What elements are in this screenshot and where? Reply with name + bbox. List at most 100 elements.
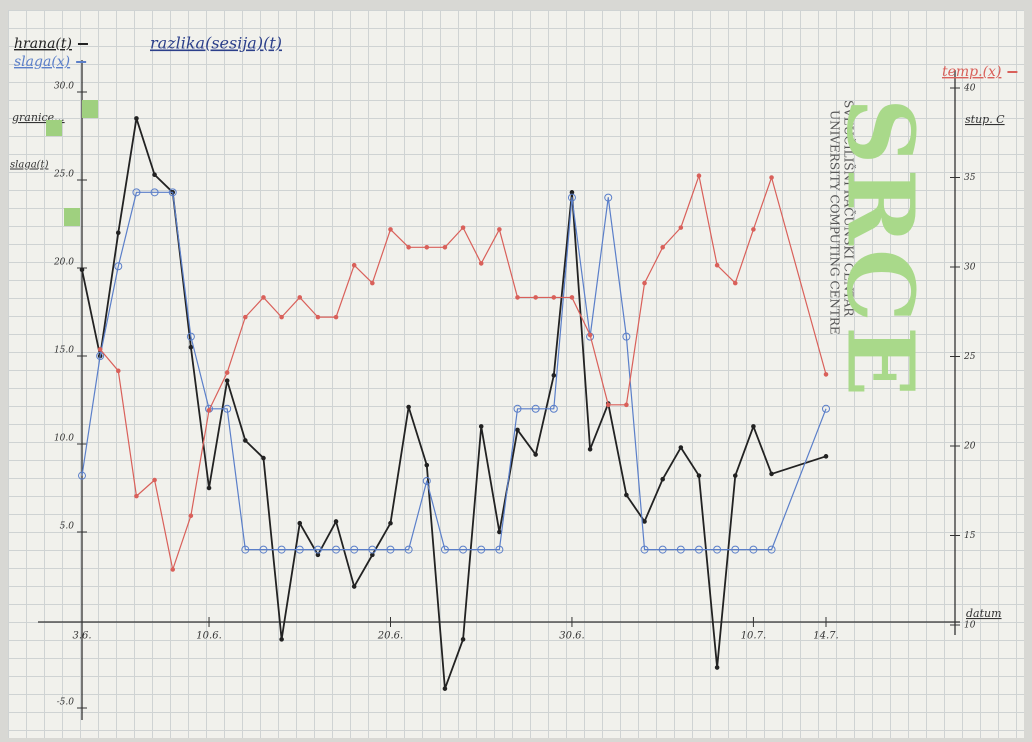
point: [461, 638, 465, 642]
point: [407, 405, 411, 409]
point: [679, 226, 683, 230]
point: [552, 296, 556, 300]
point: [371, 281, 375, 285]
point: [625, 403, 629, 407]
point: [280, 638, 284, 642]
point: [752, 228, 756, 232]
y-tick-label: 25.0: [53, 170, 74, 180]
point: [116, 231, 120, 235]
x-tick-label: 30.6.: [559, 631, 584, 642]
x-tick-label: 10.6.: [196, 631, 221, 642]
point: [715, 263, 719, 267]
series-line: [100, 176, 826, 570]
point: [679, 446, 683, 450]
point: [733, 474, 737, 478]
swatch: [46, 120, 62, 136]
point: [443, 246, 447, 250]
point: [371, 553, 375, 557]
point: [425, 463, 429, 467]
point: [207, 486, 211, 490]
point: [534, 453, 538, 457]
annotation: slaga(t): [10, 160, 49, 171]
point: [153, 173, 157, 177]
chart-title: razlika(sesija)(t): [150, 34, 282, 53]
legend-label: temp.(x): [942, 64, 1001, 80]
point: [262, 456, 266, 460]
point: [80, 268, 84, 272]
x-tick-label: 3.6.: [72, 631, 91, 642]
y2-tick-label: 35: [964, 173, 976, 183]
point: [425, 246, 429, 250]
point: [697, 174, 701, 178]
point: [244, 315, 248, 319]
point: [824, 455, 828, 459]
point: [498, 228, 502, 232]
point: [588, 447, 592, 451]
point: [262, 296, 266, 300]
point: [280, 315, 284, 319]
swatch: [64, 208, 80, 226]
y-tick-label: -5.0: [57, 698, 75, 708]
x-tick-label: 10.7.: [741, 631, 766, 642]
annotation: stup. C: [965, 113, 1005, 126]
point: [352, 263, 356, 267]
point: [334, 520, 338, 524]
point: [389, 521, 393, 525]
y2-tick-label: 15: [964, 531, 976, 541]
y-tick-label: 10.0: [54, 434, 74, 444]
legend-label: hrana(t): [14, 36, 72, 52]
point: [606, 403, 610, 407]
point: [389, 228, 393, 232]
x-tick-label: 20.6.: [377, 631, 403, 642]
point: [135, 117, 139, 121]
point: [298, 521, 302, 525]
y-tick-label: 30.0: [54, 82, 74, 92]
point: [244, 439, 248, 443]
point: [189, 514, 193, 518]
x-axis-label: datum: [966, 607, 1002, 620]
point: [588, 333, 592, 337]
point: [552, 374, 556, 378]
series-line: [82, 118, 826, 688]
legend-label: slaga(x): [14, 54, 70, 70]
point: [443, 687, 447, 691]
y-tick-label: 15.0: [54, 346, 74, 356]
point: [498, 530, 502, 534]
point: [225, 371, 229, 375]
y2-tick-label: 10: [964, 621, 976, 631]
point: [171, 568, 175, 572]
swatch: [82, 100, 98, 118]
point: [153, 478, 157, 482]
point: [135, 494, 139, 498]
point: [98, 348, 102, 352]
point: [516, 296, 520, 300]
point: [661, 477, 665, 481]
chart: razlika(sesija)(t) granice... slaga(t) s…: [0, 0, 1032, 742]
point: [661, 246, 665, 250]
point: [643, 281, 647, 285]
point: [116, 369, 120, 373]
point: [479, 425, 483, 429]
point: [697, 474, 701, 478]
point: [316, 553, 320, 557]
point: [715, 666, 719, 670]
point: [189, 345, 193, 349]
point: [570, 191, 574, 195]
point: [643, 520, 647, 524]
point: [334, 315, 338, 319]
logo: SRCE: [826, 98, 934, 400]
point: [516, 428, 520, 432]
y-tick-label: 20.0: [53, 258, 74, 268]
point: [752, 425, 756, 429]
point: [824, 373, 828, 377]
point: [461, 226, 465, 230]
y-tick-label: 5.0: [60, 522, 75, 532]
point: [733, 281, 737, 285]
x-tick-label: 14.7.: [813, 631, 838, 642]
point: [207, 408, 211, 412]
point: [570, 296, 574, 300]
y2-tick-label: 40: [963, 84, 976, 94]
point: [298, 296, 302, 300]
y2-tick-label: 30: [964, 263, 976, 273]
point: [407, 246, 411, 250]
